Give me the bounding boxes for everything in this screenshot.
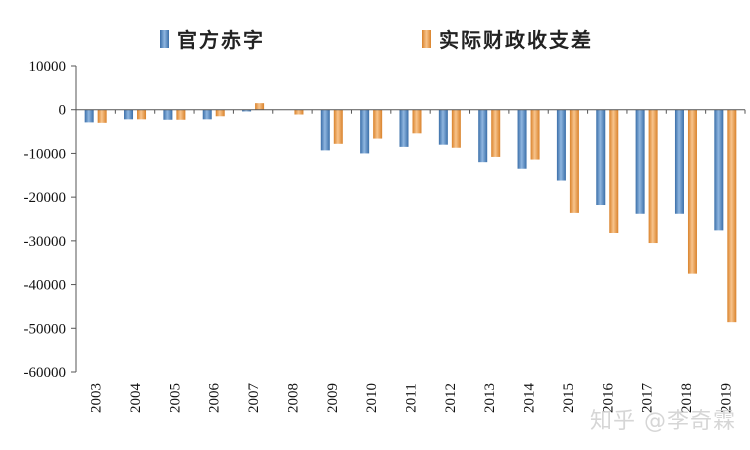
bar-official-deficit-2011 [399, 109, 409, 147]
x-tick-label: 2018 [679, 383, 695, 413]
bar-actual-gap-2006 [215, 109, 225, 117]
bar-official-deficit-2017 [635, 109, 645, 214]
bar-official-deficit-2018 [674, 109, 684, 214]
legend-item-actual-gap: 实际财政收支差 [422, 24, 593, 53]
bar-actual-gap-2014 [530, 109, 540, 160]
x-tick-label: 2019 [718, 383, 734, 413]
x-tick-label: 2005 [167, 383, 183, 413]
x-tick-label: 2004 [128, 383, 144, 414]
y-tick-label: -40000 [24, 278, 67, 294]
watermark: 知乎 @李奇霖 [590, 409, 736, 434]
bar-actual-gap-2010 [373, 109, 383, 139]
bar-actual-gap-2013 [491, 109, 501, 157]
legend-swatch-blue [160, 29, 169, 48]
bar-actual-gap-2016 [609, 109, 619, 233]
x-tick-label: 2010 [364, 383, 380, 413]
y-tick-label: -10000 [24, 146, 67, 162]
bar-official-deficit-2003 [84, 109, 94, 123]
bar-official-deficit-2004 [124, 109, 134, 120]
x-tick-label: 2017 [640, 383, 656, 414]
bar-official-deficit-2016 [596, 109, 606, 206]
bar-official-deficit-2014 [517, 109, 527, 169]
y-tick-label: 10000 [29, 59, 67, 75]
bar-actual-gap-2008 [294, 109, 304, 115]
bar-actual-gap-2011 [412, 109, 422, 134]
bar-actual-gap-2005 [176, 109, 186, 120]
bar-actual-gap-2015 [569, 109, 579, 213]
y-tick-label: -20000 [24, 190, 67, 206]
y-tick-label: -30000 [24, 234, 67, 250]
bar-official-deficit-2012 [438, 109, 448, 145]
bar-official-deficit-2005 [163, 109, 173, 120]
bar-official-deficit-2010 [360, 109, 370, 154]
x-tick-label: 2006 [207, 383, 223, 414]
bar-official-deficit-2006 [202, 109, 212, 120]
y-tick-label: -50000 [24, 321, 67, 337]
bar-actual-gap-2019 [727, 109, 737, 323]
legend-swatch-orange [422, 29, 431, 48]
x-tick-label: 2014 [522, 383, 538, 414]
legend-item-official-deficit: 官方赤字 [160, 24, 265, 53]
x-tick-label: 2012 [443, 383, 459, 413]
bar-actual-gap-2007 [255, 103, 265, 110]
legend-label: 实际财政收支差 [439, 28, 593, 52]
bar-actual-gap-2003 [97, 109, 107, 123]
bar-actual-gap-2012 [451, 109, 461, 148]
bar-official-deficit-2013 [478, 109, 488, 163]
x-tick-label: 2011 [404, 383, 420, 412]
bar-official-deficit-2009 [320, 109, 330, 151]
bar-official-deficit-2015 [556, 109, 566, 181]
legend-label: 官方赤字 [177, 28, 265, 52]
y-tick-label: -60000 [24, 365, 67, 381]
x-tick-label: 2008 [285, 383, 301, 413]
x-tick-label: 2003 [89, 383, 105, 413]
y-tick-label: 0 [59, 103, 67, 119]
bar-actual-gap-2017 [648, 109, 658, 244]
bar-official-deficit-2019 [714, 109, 724, 231]
x-tick-label: 2013 [482, 383, 498, 413]
bar-official-deficit-2007 [242, 109, 252, 112]
legend: 官方赤字 实际财政收支差 [0, 24, 750, 60]
x-tick-label: 2007 [246, 383, 262, 414]
x-tick-label: 2015 [561, 383, 577, 413]
bar-actual-gap-2009 [333, 109, 343, 144]
x-tick-label: 2009 [325, 383, 341, 413]
x-tick-label: 2016 [600, 383, 616, 414]
bar-actual-gap-2018 [687, 109, 697, 274]
bar-actual-gap-2004 [137, 109, 147, 120]
